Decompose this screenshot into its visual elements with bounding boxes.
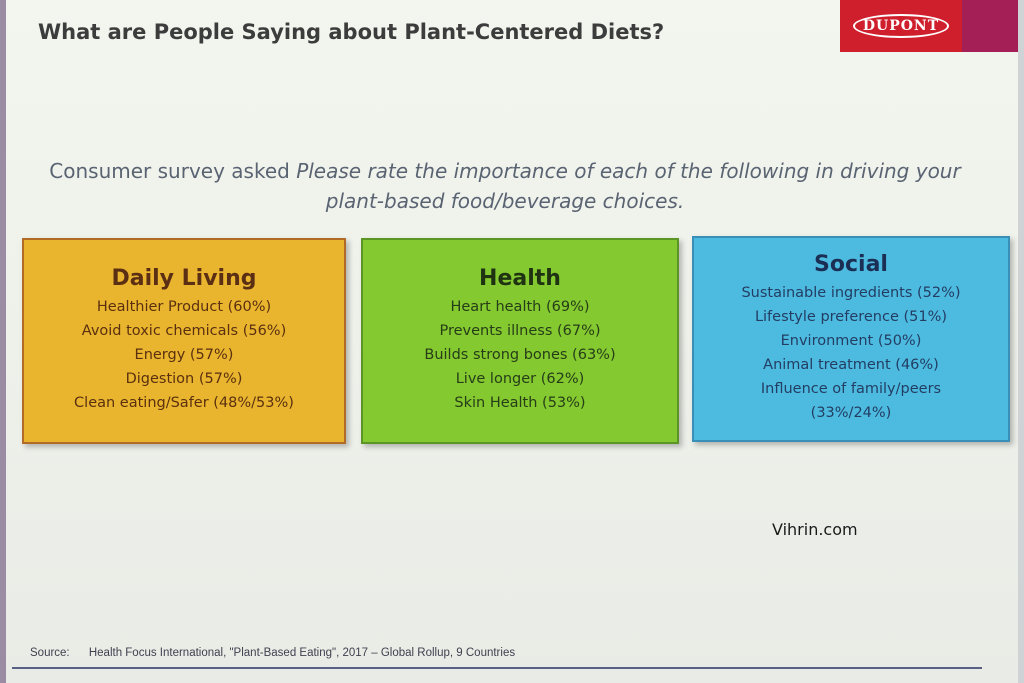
social-list: Sustainable ingredients (52%) Lifestyle … <box>694 281 1008 425</box>
source-text: Health Focus International, "Plant-Based… <box>88 647 516 659</box>
survey-question-prefix: Consumer survey asked <box>49 159 290 183</box>
list-item: Sustainable ingredients (52%) <box>741 285 961 301</box>
list-item: (33%/24%) <box>810 405 892 421</box>
source-label: Source: <box>30 647 70 659</box>
list-item: Prevents illness (67%) <box>439 323 601 339</box>
list-item: Skin Health (53%) <box>454 395 586 411</box>
source-citation: Source: Health Focus International, "Pla… <box>30 647 515 659</box>
daily-living-heading: Daily Living <box>111 266 257 291</box>
list-item: Influence of family/peers <box>760 381 942 397</box>
footer-divider <box>12 667 982 669</box>
list-item: Animal treatment (46%) <box>763 357 939 373</box>
social-box: Social Sustainable ingredients (52%) Lif… <box>692 236 1010 442</box>
brand-logo-panel: DUPONT <box>840 0 962 52</box>
dupont-logo: DUPONT <box>852 14 950 38</box>
list-item: Lifestyle preference (51%) <box>754 309 948 325</box>
survey-question: Consumer survey asked Please rate the im… <box>40 156 970 216</box>
list-item: Builds strong bones (63%) <box>424 347 616 363</box>
list-item: Avoid toxic chemicals (56%) <box>81 323 287 339</box>
health-heading: Health <box>479 266 561 291</box>
daily-living-box: Daily Living Healthier Product (60%) Avo… <box>22 238 346 444</box>
health-box: Health Heart health (69%) Prevents illne… <box>361 238 679 444</box>
list-item: Digestion (57%) <box>125 371 243 387</box>
daily-living-list: Healthier Product (60%) Avoid toxic chem… <box>24 295 344 415</box>
list-item: Live longer (62%) <box>455 371 585 387</box>
survey-question-text: Please rate the importance of each of th… <box>296 159 961 213</box>
list-item: Heart health (69%) <box>450 299 590 315</box>
list-item: Environment (50%) <box>780 333 922 349</box>
slide-title: What are People Saying about Plant-Cente… <box>38 20 665 44</box>
projection-edge <box>0 0 6 683</box>
list-item: Clean eating/Safer (48%/53%) <box>74 395 294 411</box>
list-item: Healthier Product (60%) <box>96 299 272 315</box>
watermark-text: Vihrin.com <box>772 520 858 539</box>
social-heading: Social <box>814 252 888 277</box>
health-list: Heart health (69%) Prevents illness (67%… <box>363 295 677 415</box>
list-item: Energy (57%) <box>134 347 234 363</box>
brand-accent-strip <box>962 0 1018 52</box>
